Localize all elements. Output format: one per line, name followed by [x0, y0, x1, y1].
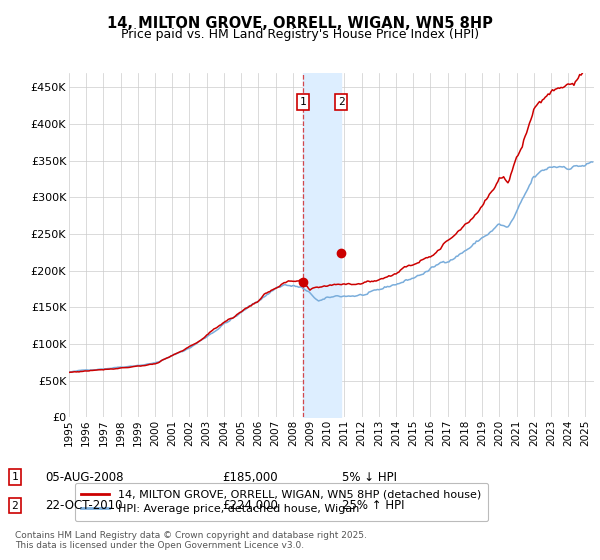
- Text: Price paid vs. HM Land Registry's House Price Index (HPI): Price paid vs. HM Land Registry's House …: [121, 28, 479, 41]
- Text: Contains HM Land Registry data © Crown copyright and database right 2025.
This d: Contains HM Land Registry data © Crown c…: [15, 531, 367, 550]
- Text: £185,000: £185,000: [222, 470, 278, 484]
- Text: 1: 1: [299, 97, 307, 107]
- Text: 5% ↓ HPI: 5% ↓ HPI: [342, 470, 397, 484]
- Text: 1: 1: [11, 472, 19, 482]
- Text: 05-AUG-2008: 05-AUG-2008: [45, 470, 124, 484]
- Text: 14, MILTON GROVE, ORRELL, WIGAN, WN5 8HP: 14, MILTON GROVE, ORRELL, WIGAN, WN5 8HP: [107, 16, 493, 31]
- Text: 2: 2: [338, 97, 344, 107]
- Text: 22-OCT-2010: 22-OCT-2010: [45, 499, 122, 512]
- Legend: 14, MILTON GROVE, ORRELL, WIGAN, WN5 8HP (detached house), HPI: Average price, d: 14, MILTON GROVE, ORRELL, WIGAN, WN5 8HP…: [74, 483, 488, 521]
- Text: 2: 2: [11, 501, 19, 511]
- Text: £224,000: £224,000: [222, 499, 278, 512]
- Text: 25% ↑ HPI: 25% ↑ HPI: [342, 499, 404, 512]
